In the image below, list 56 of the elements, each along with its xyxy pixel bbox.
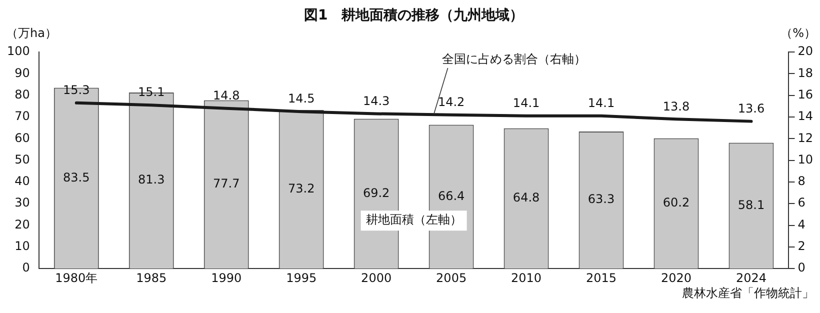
data-label: 14.1 [588,96,615,110]
chart-title: 図1 耕地面積の推移（九州地域） [304,8,524,24]
y-tick-label: 30 [14,196,30,210]
y2-tick-label: 6 [798,196,806,210]
y2-tick-label: 16 [798,87,814,102]
y-tick-label: 10 [14,239,30,254]
data-label: 66.4 [438,188,465,203]
y2-tick-label: 2 [798,239,806,254]
x-tick-label: 2005 [436,270,467,285]
y-tick-label: 60 [14,130,30,145]
data-label: 73.2 [288,181,315,196]
y-tick-label: 40 [14,174,30,188]
data-label: 69.2 [362,186,390,200]
y2-axis-title: （%） [780,26,816,40]
y2-tick-label: 20 [798,44,814,58]
y-axis-title: （万ha） [6,26,57,40]
y2-tick-label: 18 [798,66,814,80]
y-tick-label: 80 [14,87,30,102]
data-label: 14.1 [512,96,540,110]
y2-tick-label: 14 [798,109,814,124]
data-label: 14.3 [362,94,390,108]
x-tick-label: 1995 [286,270,317,285]
data-label: 83.5 [63,170,90,184]
data-label: 58.1 [738,198,765,212]
data-label: 13.8 [662,99,690,114]
text: 全国に占める割合（右軸） [442,52,586,66]
data-label: 13.6 [738,101,765,116]
y-tick-label: 90 [14,66,30,80]
y-tick-label: 20 [14,217,30,232]
x-tick-label: 2024 [736,270,767,285]
data-label: 14.5 [288,92,315,106]
data-label: 81.3 [138,172,165,187]
y2-tick-label: 12 [798,130,814,145]
x-tick-label: 2020 [660,270,692,285]
x-tick-label: 2000 [361,270,392,285]
x-tick-label: 1985 [136,270,167,285]
series-label: 耕地面積（左軸） [366,212,462,227]
x-tick-label: 1990 [211,270,242,285]
x-tick-label: 2015 [586,270,617,285]
y2-tick-label: 10 [798,152,814,166]
data-label: 14.2 [438,94,465,109]
data-label: 64.8 [512,190,540,205]
text: 農林水産省「作物統計」 [682,286,814,300]
y-tick-label: 100 [7,44,30,58]
data-label: 60.2 [662,196,690,210]
y2-tick-label: 4 [798,217,806,232]
x-tick-label: 1980年 [55,270,98,285]
data-label: 77.7 [213,176,240,191]
y2-tick-label: 8 [798,174,806,188]
data-label: 63.3 [588,192,615,206]
y-tick-label: 0 [22,260,30,275]
y-tick-label: 70 [14,109,30,124]
x-tick-label: 2010 [511,270,542,285]
data-label: 14.8 [213,88,240,102]
y2-tick-label: 0 [798,260,806,275]
y-tick-label: 50 [14,152,30,166]
